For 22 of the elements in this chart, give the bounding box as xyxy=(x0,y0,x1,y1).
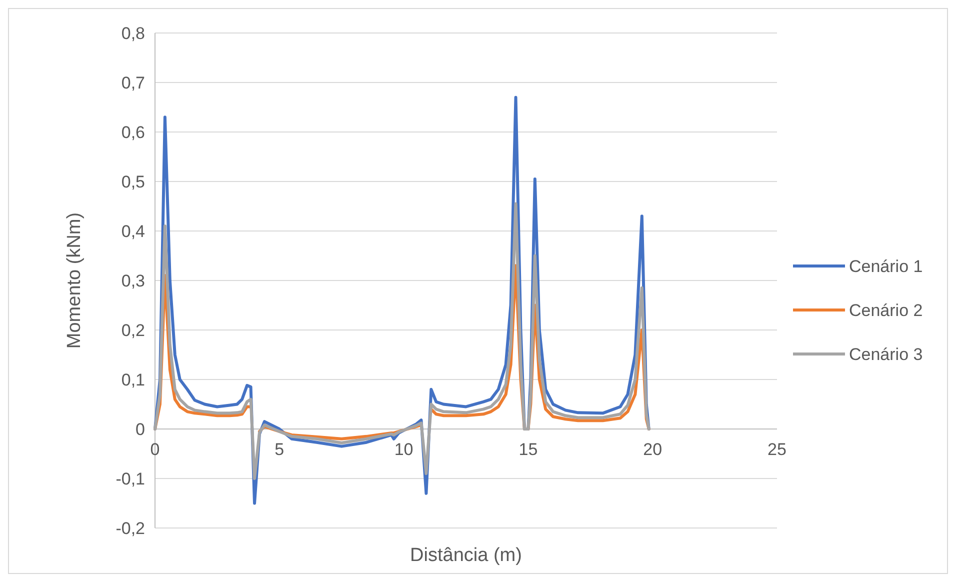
legend-label: Cenário 1 xyxy=(849,256,923,276)
y-tick-label: -0,2 xyxy=(116,518,145,538)
legend-label: Cenário 3 xyxy=(849,344,923,364)
y-tick-label: 0 xyxy=(136,420,145,439)
x-tick-label: 5 xyxy=(274,440,284,459)
x-tick-label: 10 xyxy=(394,440,414,459)
y-tick-label: 0,6 xyxy=(121,122,145,142)
x-tick-label: 0 xyxy=(150,440,160,459)
x-axis-title: Distância (m) xyxy=(410,545,522,566)
y-tick-label: 0,7 xyxy=(121,73,145,92)
y-tick-label: 0,3 xyxy=(121,271,145,290)
legend-label: Cenário 2 xyxy=(849,300,923,320)
y-tick-label: 0,1 xyxy=(121,370,145,390)
y-tick-label: 0,8 xyxy=(121,24,145,43)
y-tick-label: -0,1 xyxy=(116,469,145,488)
x-tick-label: 25 xyxy=(768,440,786,459)
y-axis-title: Momento (kNm) xyxy=(64,212,85,349)
x-tick-label: 15 xyxy=(518,440,538,459)
y-tick-label: 0,5 xyxy=(121,172,145,192)
y-tick-label: 0,2 xyxy=(121,320,145,340)
x-tick-label: 20 xyxy=(643,440,662,459)
y-tick-label: 0,4 xyxy=(121,222,145,241)
